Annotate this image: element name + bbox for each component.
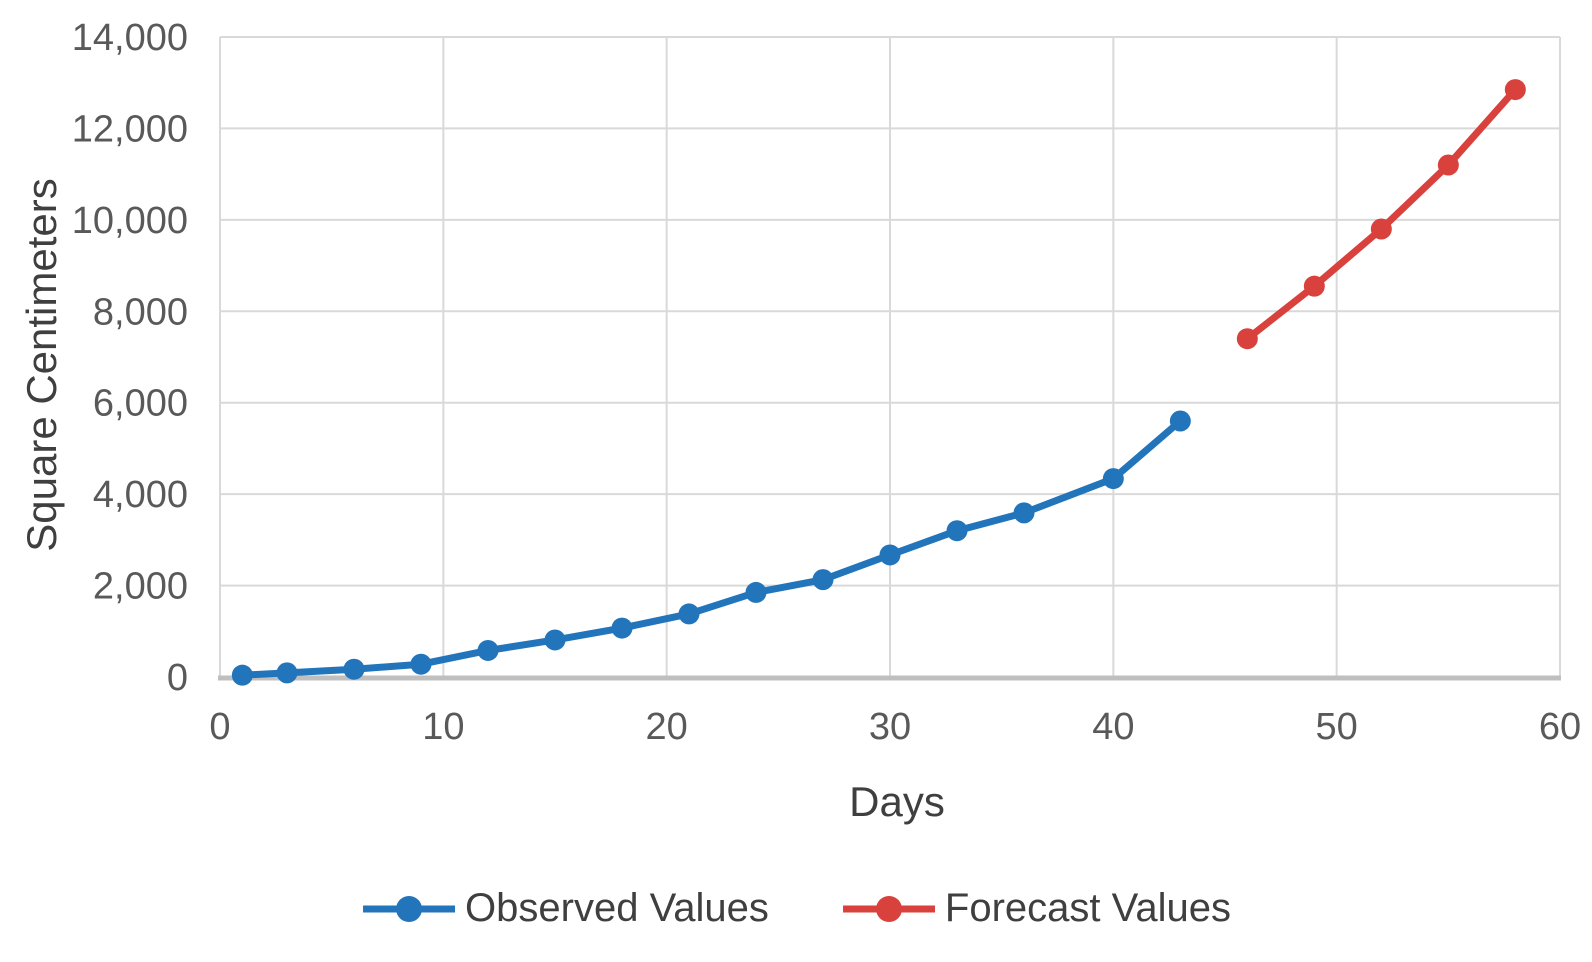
- svg-text:6,000: 6,000: [93, 383, 188, 425]
- svg-text:0: 0: [209, 706, 230, 748]
- svg-text:0: 0: [167, 657, 188, 699]
- legend-label-forecast: Forecast Values: [944, 886, 1231, 930]
- svg-text:4,000: 4,000: [93, 474, 188, 516]
- svg-text:10,000: 10,000: [72, 200, 188, 242]
- gridlines: [219, 36, 1561, 678]
- x-axis-tick-labels: 0 10 20 30 40 50 60: [209, 706, 1581, 748]
- observed-series-marker-icon: [363, 895, 456, 922]
- y-axis-tick-labels: 0 2,000 4,000 6,000 8,000 10,000 12,000 14,000: [72, 17, 188, 699]
- svg-text:40: 40: [1092, 706, 1134, 748]
- svg-text:8,000: 8,000: [93, 291, 188, 333]
- svg-text:60: 60: [1539, 706, 1581, 748]
- legend-label-observed: Observed Values: [465, 886, 769, 930]
- chart-legend: Observed Values Forecast Values: [361, 886, 1231, 931]
- svg-text:2,000: 2,000: [93, 566, 188, 608]
- x-axis-title: Days: [849, 778, 945, 825]
- legend-item-forecast: Forecast Values: [841, 886, 1231, 931]
- svg-text:20: 20: [646, 706, 688, 748]
- svg-text:14,000: 14,000: [72, 17, 188, 59]
- y-axis-title: Square Centimeters: [18, 178, 65, 552]
- series-forecast-values: [1236, 79, 1526, 350]
- svg-text:12,000: 12,000: [72, 108, 188, 150]
- legend-item-observed: Observed Values: [361, 886, 769, 931]
- forecast-series-marker-icon: [842, 895, 935, 922]
- series-observed-values: [231, 410, 1191, 686]
- data-series: [231, 79, 1526, 686]
- svg-text:30: 30: [869, 706, 911, 748]
- svg-text:50: 50: [1316, 706, 1358, 748]
- svg-text:10: 10: [422, 706, 464, 748]
